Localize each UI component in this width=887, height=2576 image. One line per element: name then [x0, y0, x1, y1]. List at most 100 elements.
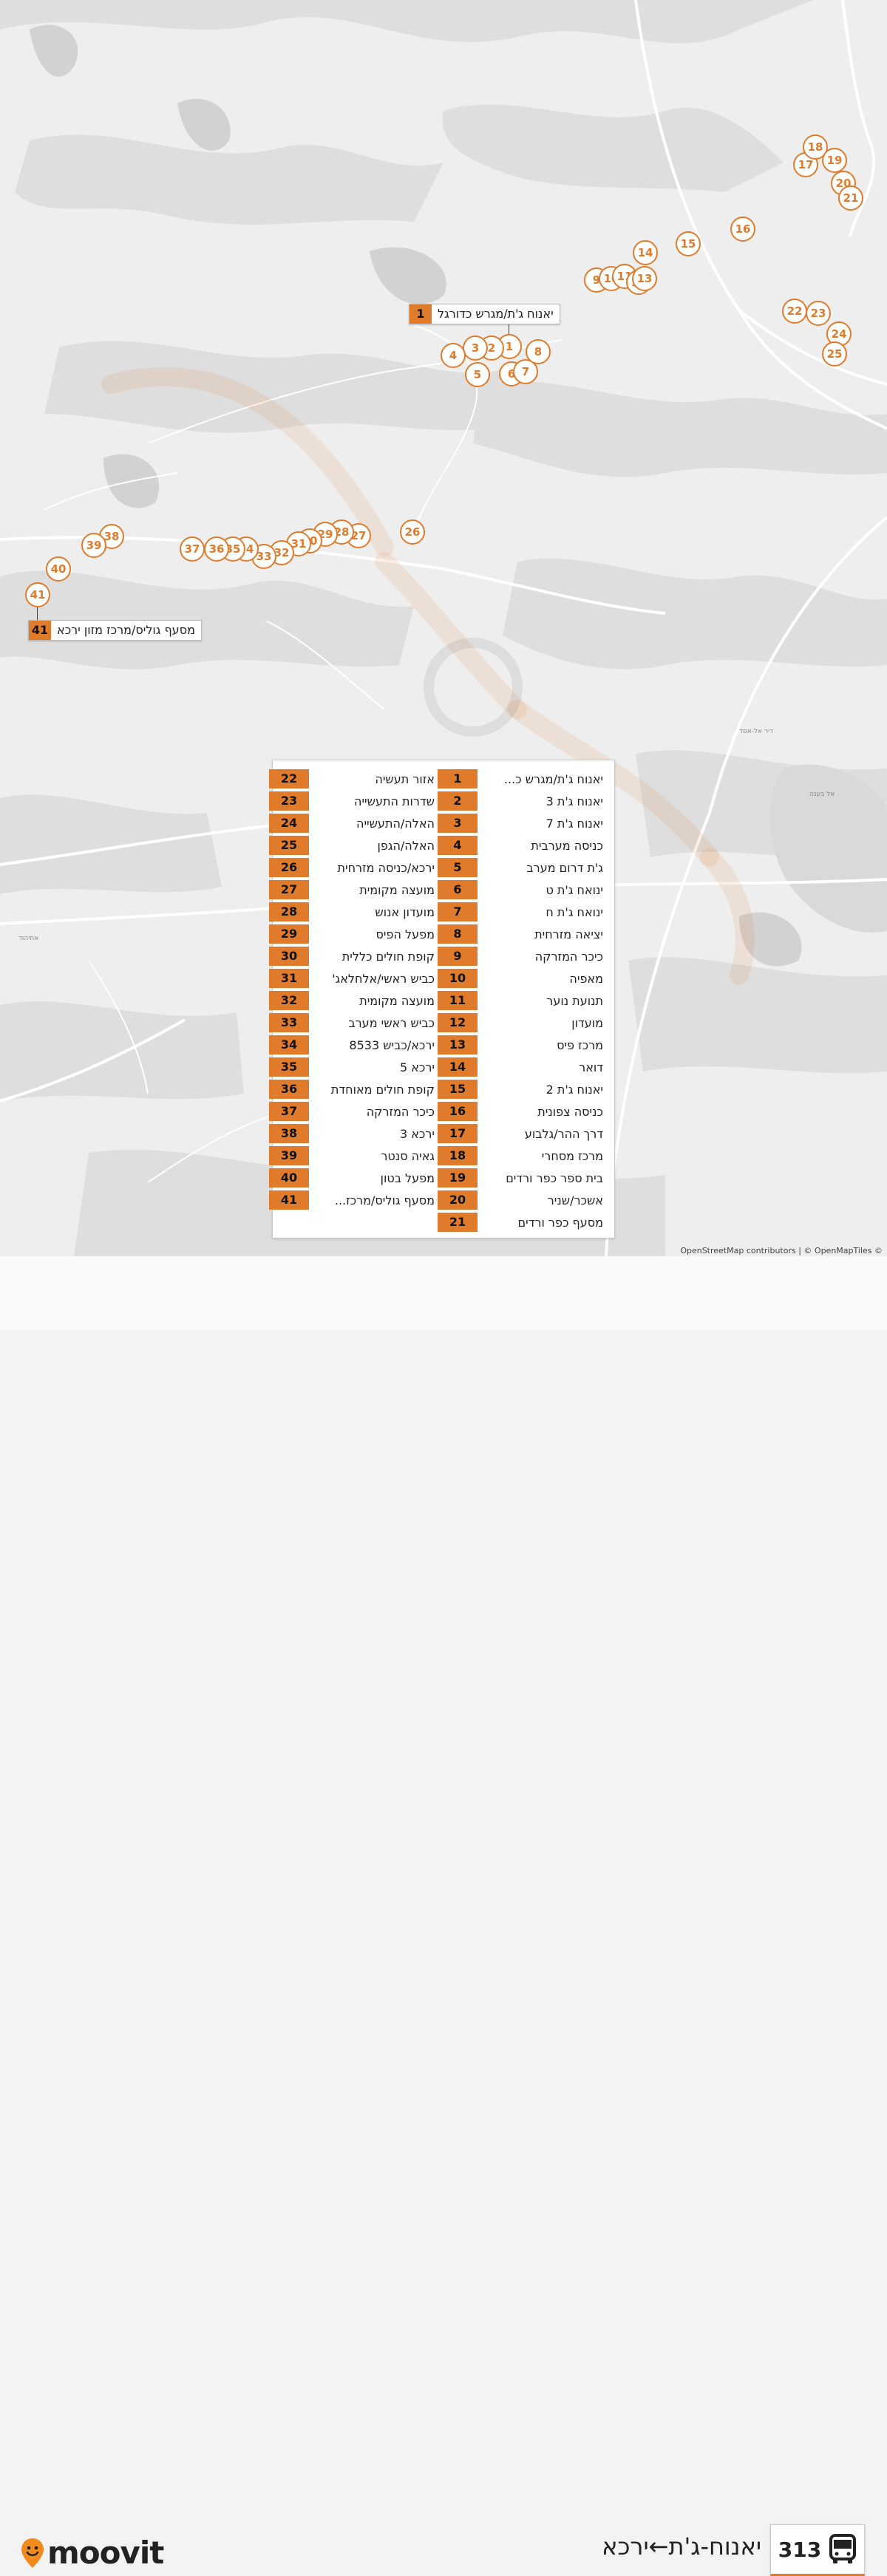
legend-row[interactable]: 13 מרכז פיס	[438, 1035, 610, 1054]
legend-row[interactable]: 1 יאנוח ג'ת/מגרש כ...	[438, 769, 610, 788]
legend-stop-number: 27	[269, 880, 309, 899]
stop-marker-37[interactable]: 37	[180, 536, 205, 562]
stop-marker-26[interactable]: 26	[400, 519, 425, 545]
stop-marker-8[interactable]: 8	[526, 339, 551, 364]
legend-row[interactable]: 7 ינואח ג'ת ח	[438, 902, 610, 921]
legend-stop-name: יאנוח ג'ת 7	[546, 816, 603, 831]
legend-row[interactable]: 23 שדרות התעשייה	[269, 791, 441, 811]
legend-stop-name: האלה/הגפן	[377, 838, 435, 853]
legend-row[interactable]: 26 ירכא/כניסה מזרחית	[269, 858, 441, 877]
legend-stop-number: 39	[269, 1146, 309, 1165]
stop-marker-19[interactable]: 19	[822, 148, 847, 173]
legend-row[interactable]: 24 האלה/התעשייה	[269, 814, 441, 833]
stop-marker-15[interactable]: 15	[676, 231, 701, 256]
stop-marker-7[interactable]: 7	[513, 359, 538, 384]
map-attribution[interactable]: OpenStreetMap contributors | © OpenMapTi…	[680, 1246, 883, 1255]
stop-marker-22[interactable]: 22	[782, 299, 807, 324]
legend-stop-name: מועדון	[571, 1015, 603, 1030]
moovit-logo-text: moovit	[47, 2535, 164, 2571]
legend-row[interactable]: 18 מרכז מסחרי	[438, 1146, 610, 1165]
callout-first-stop[interactable]: 1 יאנוח ג'ת/מגרש כדורגל	[409, 304, 560, 324]
stop-marker-20[interactable]: 20	[831, 171, 856, 196]
legend-stop-number: 12	[438, 1013, 478, 1032]
legend-stop-number: 6	[438, 880, 478, 899]
stop-marker-36[interactable]: 36	[204, 536, 229, 562]
legend-row[interactable]: 17 דרך ההר/גלבוע	[438, 1124, 610, 1143]
legend-stop-number: 14	[438, 1057, 478, 1077]
legend-row[interactable]: 8 יציאה מזרחית	[438, 924, 610, 944]
legend-row[interactable]: 34 ירכא/כביש 8533	[269, 1035, 441, 1054]
legend-row[interactable]: 35 ירכא 5	[269, 1057, 441, 1077]
legend-stop-name: אזור תעשיה	[375, 771, 435, 786]
legend-stop-name: מאפיה	[569, 971, 603, 986]
map-label-place-2: אחיהוד	[18, 935, 38, 942]
callout-last-stop[interactable]: 41 מסעף גוליס/מרכז מזון ירכא	[28, 620, 202, 641]
legend-stop-name: כביש ראשי מערב	[348, 1015, 435, 1030]
legend-stop-name: יאנוח ג'ת 2	[546, 1082, 603, 1097]
stop-marker-40[interactable]: 40	[46, 556, 71, 582]
stop-marker-5[interactable]: 5	[465, 362, 490, 387]
legend-row[interactable]: 4 כניסה מערבית	[438, 836, 610, 855]
legend-row[interactable]: 31 כביש ראשי/אלחלאג'	[269, 969, 441, 988]
moovit-logo[interactable]: moovit	[21, 2535, 164, 2571]
legend-row[interactable]: 22 אזור תעשיה	[269, 769, 441, 788]
legend-row[interactable]: 20 אשכר/שניר	[438, 1190, 610, 1210]
map-label-place-1: דיר אל-אסד	[739, 728, 773, 735]
legend-stop-name: ירכא 5	[399, 1060, 435, 1074]
legend-row[interactable]: 41 מסעף גוליס/מרכז...	[269, 1190, 441, 1210]
legend-row[interactable]: 14 דואר	[438, 1057, 610, 1077]
legend-row[interactable]: 36 קופת חולים מאוחדת	[269, 1080, 441, 1099]
legend-row[interactable]: 32 מועצה מקומית	[269, 991, 441, 1010]
legend-row[interactable]: 19 בית ספר כפר ורדים	[438, 1168, 610, 1188]
route-badge[interactable]: 313	[770, 2524, 865, 2576]
stop-marker-14[interactable]: 14	[633, 240, 658, 265]
legend-stop-number: 26	[269, 858, 309, 877]
legend-row[interactable]: 5 ג'ת דרום מערב	[438, 858, 610, 877]
legend-row[interactable]: 39 גאיה סנטר	[269, 1146, 441, 1165]
legend-row[interactable]: 10 מאפיה	[438, 969, 610, 988]
legend-row[interactable]: 29 מפעל הפיס	[269, 924, 441, 944]
legend-stop-name: שדרות התעשייה	[354, 794, 435, 808]
legend-row[interactable]: 25 האלה/הגפן	[269, 836, 441, 855]
legend-row[interactable]: 12 מועדון	[438, 1013, 610, 1032]
legend-stop-name: ינואח ג'ת ט	[546, 882, 603, 897]
bus-icon	[829, 2534, 857, 2563]
legend-row[interactable]: 33 כביש ראשי מערב	[269, 1013, 441, 1032]
route-map[interactable]: דיר אל-אסד אחיהוד אל בענה 1 יאנוח ג'ת/מג…	[0, 0, 887, 1256]
legend-row[interactable]: 27 מועצה מקומית	[269, 880, 441, 899]
stop-marker-13[interactable]: 13	[632, 266, 657, 291]
legend-row[interactable]: 38 ירכא 3	[269, 1124, 441, 1143]
stop-marker-4[interactable]: 4	[441, 343, 466, 368]
stop-marker-16[interactable]: 16	[730, 217, 755, 242]
stop-marker-18[interactable]: 18	[803, 134, 828, 160]
stop-marker-41[interactable]: 41	[25, 582, 50, 607]
legend-stop-name: כיכר המזרקה	[534, 949, 603, 964]
stop-marker-39[interactable]: 39	[81, 533, 106, 558]
legend-row[interactable]: 30 קופת חולים כללית	[269, 947, 441, 966]
legend-stop-name: תנועת נוער	[546, 993, 603, 1008]
legend-stop-name: קופת חולים מאוחדת	[330, 1082, 435, 1097]
legend-stop-number: 30	[269, 947, 309, 966]
legend-row[interactable]: 21 מסעף כפר ורדים	[438, 1213, 610, 1232]
legend-row[interactable]: 9 כיכר המזרקה	[438, 947, 610, 966]
legend-row[interactable]: 40 מפעל בטון	[269, 1168, 441, 1188]
legend-stop-number: 36	[269, 1080, 309, 1099]
legend-row[interactable]: 28 מועדון אנוש	[269, 902, 441, 921]
stops-legend: 1 יאנוח ג'ת/מגרש כ... 2 יאנוח ג'ת 3 3 יאנוח ג…	[269, 760, 615, 1238]
stop-marker-21[interactable]: 21	[838, 185, 863, 211]
map-label-place-3: אל בענה	[809, 791, 835, 798]
moovit-pin-icon	[21, 2538, 44, 2568]
stop-marker-3[interactable]: 3	[463, 335, 488, 361]
legend-row[interactable]: 3 יאנוח ג'ת 7	[438, 814, 610, 833]
footer-bar: moovit יאנוח-ג'ת←ירכא 313	[0, 1256, 887, 2576]
legend-row[interactable]: 2 יאנוח ג'ת 3	[438, 791, 610, 811]
legend-stop-name: קופת חולים כללית	[341, 949, 435, 964]
legend-row[interactable]: 16 כניסה צפונית	[438, 1102, 610, 1121]
stop-marker-25[interactable]: 25	[822, 341, 847, 367]
legend-row[interactable]: 15 יאנוח ג'ת 2	[438, 1080, 610, 1099]
stop-marker-23[interactable]: 23	[806, 301, 831, 326]
legend-row[interactable]: 37 כיכר המזרקה	[269, 1102, 441, 1121]
legend-row[interactable]: 6 ינואח ג'ת ט	[438, 880, 610, 899]
legend-row[interactable]: 11 תנועת נוער	[438, 991, 610, 1010]
legend-stop-number: 21	[438, 1213, 478, 1232]
